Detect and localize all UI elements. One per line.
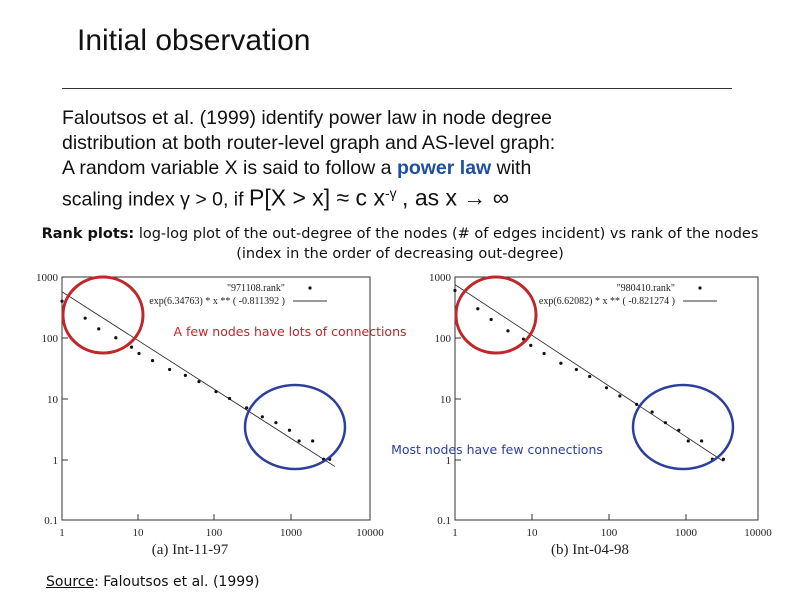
legend-label-points: "971108.rank"	[227, 283, 285, 294]
data-point	[677, 428, 681, 432]
data-point	[476, 307, 480, 311]
fit-line	[61, 291, 336, 467]
plot-frame-2	[454, 276, 759, 521]
slide-title: Initial observation	[77, 24, 311, 57]
figure-caption: Rank plots: log-log plot of the out-degr…	[40, 224, 760, 264]
panel-title: (b) Int-04-98	[551, 542, 629, 558]
slide-body: Faloutsos et al. (1999) identify power l…	[62, 106, 762, 213]
data-point	[604, 386, 609, 390]
formula: P[X > x] ≈ c x	[248, 184, 385, 211]
data-point	[214, 389, 218, 394]
data-point	[453, 288, 457, 293]
data-point	[114, 336, 118, 340]
x-tick-label: 1	[59, 527, 65, 539]
legend-label-fit: exp(6.34763) * x ** ( -0.811392 )	[149, 296, 285, 307]
body-line-3-post: with	[496, 157, 532, 179]
highlight-ellipse-red	[61, 275, 145, 355]
data-point	[542, 351, 546, 356]
panel-title: (a) Int-11-97	[152, 542, 229, 558]
data-point	[183, 373, 187, 378]
x-tick-label: 10000	[356, 527, 384, 539]
y-tick-label: 1	[53, 455, 59, 467]
y-tick-label: 100	[435, 333, 452, 345]
highlight-ellipse-blue	[631, 383, 735, 471]
y-tick-label: 10	[440, 394, 452, 406]
annotation-most-nodes: Most nodes have few connections	[391, 442, 603, 457]
data-point	[699, 439, 704, 443]
x-tick-label: 1000	[675, 527, 698, 539]
body-line-3: A random variable X is said to follow a …	[62, 156, 762, 181]
data-point	[129, 345, 134, 349]
body-line-2: distribution at both router-level graph …	[62, 132, 556, 154]
data-point	[97, 327, 101, 331]
data-point	[686, 439, 690, 443]
data-point	[274, 421, 278, 425]
data-point	[245, 406, 249, 410]
caption-label: Rank plots:	[41, 226, 135, 242]
y-tick-label: 10	[47, 394, 59, 406]
data-point	[260, 415, 264, 419]
data-point	[197, 379, 201, 384]
x-tick-label: 10000	[744, 527, 772, 539]
data-point	[168, 367, 172, 372]
y-tick-label: 0.1	[44, 515, 58, 527]
body-line-1: Faloutsos et al. (1999) identify power l…	[62, 107, 552, 129]
power-law-highlight: power law	[396, 157, 492, 179]
formula-limit: , as x → ∞	[402, 184, 510, 211]
x-tick-label: 10	[527, 527, 539, 539]
legend-label-fit: exp(6.62082) * x ** ( -0.821274 )	[539, 296, 675, 307]
data-point	[83, 316, 87, 320]
data-point	[650, 410, 654, 414]
data-point	[297, 439, 301, 443]
body-line-3-pre: A random variable X is said to follow a	[62, 157, 392, 179]
data-point	[489, 317, 493, 322]
y-tick-label: 1	[446, 455, 452, 467]
rank-plots-figure: 1 10 100 1000 1000010001001010.1"971108.rank…	[36, 272, 772, 558]
data-point	[150, 359, 155, 363]
data-point	[287, 428, 292, 432]
data-point	[663, 421, 668, 425]
x-tick-label: 100	[206, 527, 223, 539]
source-citation: Source: Faloutsos et al. (1999)	[46, 574, 260, 590]
data-point	[588, 374, 592, 379]
fit-line	[454, 284, 724, 462]
source-text: : Faloutsos et al. (1999)	[94, 574, 260, 590]
data-point	[559, 361, 563, 365]
legend-marker-points	[308, 286, 312, 290]
highlight-ellipse-red	[454, 275, 538, 355]
data-point	[60, 299, 64, 303]
x-tick-label: 1000	[280, 527, 303, 539]
legend-marker-points	[698, 286, 702, 290]
data-point	[227, 396, 232, 401]
data-point	[529, 343, 533, 347]
y-tick-label: 100	[42, 333, 59, 345]
annotation-few-nodes: A few nodes have lots of connections	[173, 324, 406, 339]
data-point	[574, 367, 578, 372]
x-tick-label: 10	[133, 527, 145, 539]
body-line-4-pre: scaling index γ > 0, if	[62, 188, 244, 211]
data-point	[635, 402, 639, 406]
data-point	[618, 394, 622, 398]
legend-label-points: "980410.rank"	[617, 283, 675, 294]
formula-exponent: -γ	[384, 185, 397, 201]
x-tick-label: 100	[601, 527, 618, 539]
data-point	[311, 439, 315, 443]
body-line-4: scaling index γ > 0, if P[X > x] ≈ c x-γ…	[62, 181, 762, 213]
plot-frame-1	[61, 276, 371, 521]
highlight-ellipse-blue	[243, 383, 347, 471]
data-point	[506, 329, 510, 333]
caption-text: log-log plot of the out-degree of the no…	[138, 226, 759, 262]
data-point	[137, 351, 141, 356]
y-tick-label: 1000	[36, 272, 59, 284]
y-tick-label: 0.1	[437, 515, 451, 527]
y-tick-label: 1000	[429, 272, 452, 284]
title-divider	[62, 88, 732, 89]
source-label: Source	[46, 574, 95, 590]
data-point	[721, 457, 726, 461]
x-tick-label: 1	[452, 527, 458, 539]
